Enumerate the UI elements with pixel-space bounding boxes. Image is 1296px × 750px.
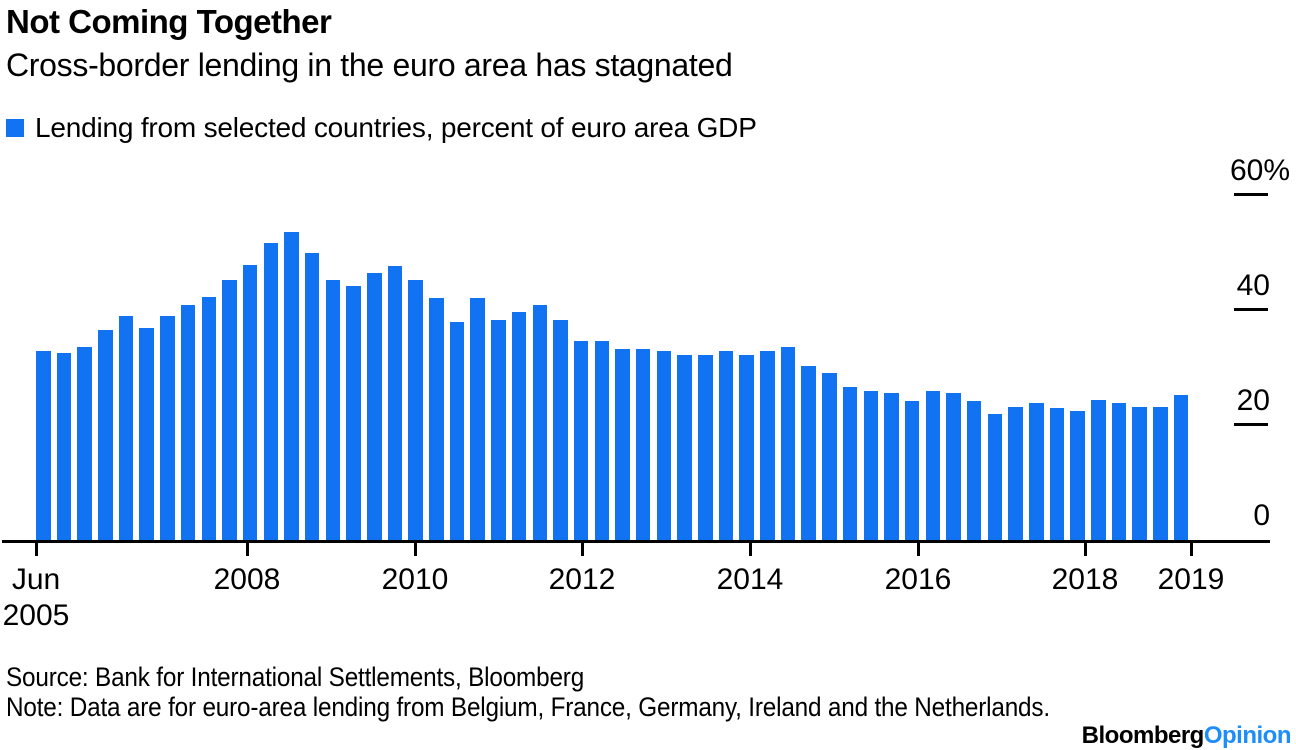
bar [449,321,465,540]
x-axis-tick [749,543,752,556]
y-axis-label: 60% [1229,154,1290,187]
bar [573,341,589,540]
bar [1008,406,1023,540]
bar [718,350,734,540]
bar [325,280,341,540]
bar [98,329,113,540]
bar [1111,402,1127,540]
bar [470,297,485,540]
bar [118,315,134,540]
bar [1173,394,1189,540]
x-axis-label: 2014 [716,563,784,596]
y-axis-tick [1234,308,1268,311]
logo-opinion: Opinion [1203,722,1292,749]
bar [925,391,941,540]
x-axis-label: 2012 [548,563,616,596]
bar [304,252,320,540]
x-axis-tick [35,543,38,556]
bar [615,349,630,540]
bar [698,355,713,540]
x-axis-tick [1084,543,1087,556]
bar [201,297,216,540]
bar [677,355,692,540]
x-axis-label: 2016 [884,563,952,596]
bar [56,353,72,540]
legend-label: Lending from selected countries, percent… [35,112,757,143]
x-axis-tick [581,543,584,556]
bar [77,347,92,540]
y-axis-label: 0 [1253,499,1270,532]
bar [1049,408,1065,540]
bar [180,305,196,540]
x-axis-tick [1190,543,1193,556]
bar [511,311,527,540]
legend-swatch [6,119,24,137]
page-title: Not Coming Together [6,3,332,40]
bloomberg-opinion-logo: BloombergOpinion [1081,722,1292,750]
legend: Lending from selected countries, percent… [6,112,757,144]
footnotes: Source: Bank for International Settlemen… [6,662,1077,722]
source-note: Source: Bank for International Settlemen… [6,662,585,692]
bar [387,265,403,540]
bar [139,327,154,540]
x-axis-tick [414,543,417,556]
y-axis-label: 20 [1236,384,1270,417]
bar [822,372,837,540]
x-axis-label: 2008 [213,563,281,596]
bar [656,350,672,540]
bar [367,272,382,540]
bar [904,400,920,540]
bar [1070,410,1085,540]
x-axis-label: 2010 [381,563,449,596]
bar [594,341,610,540]
bar [491,319,506,540]
bar [242,264,258,540]
y-axis-tick [1234,193,1268,196]
bar [408,280,423,540]
logo-bloomberg: Bloomberg [1081,722,1205,749]
x-axis-tick [917,543,920,556]
bar [1153,406,1168,540]
bar [1132,406,1147,540]
bar [222,280,237,540]
x-axis-label: 2019 [1157,563,1225,596]
x-axis-tick [246,543,249,556]
x-axis-label: 2018 [1051,563,1119,596]
y-axis-label: 40 [1236,269,1270,302]
bar [884,393,899,540]
bar [1091,400,1106,540]
bar [739,354,754,540]
bar [284,231,299,540]
bar [987,413,1003,540]
bar [966,400,982,540]
bar [1029,402,1044,540]
bar [263,242,279,540]
data-note: Note: Data are for euro-area lending fro… [6,692,1050,722]
bar [532,305,547,540]
bar [36,350,51,540]
bar [946,393,961,540]
bar [780,347,796,540]
bars-container [36,195,1189,540]
chart-subtitle: Cross-border lending in the euro area ha… [6,47,733,83]
y-axis-tick [1234,423,1268,426]
bar [553,319,568,540]
bar [429,297,444,540]
bar [760,351,775,540]
x-axis-label: Jun 2005 [2,563,70,632]
bar [842,387,858,540]
bar [346,285,361,540]
bar [801,365,816,540]
bar [863,391,878,540]
bar [160,315,175,540]
bar [635,349,651,540]
x-axis-line [2,540,1270,543]
